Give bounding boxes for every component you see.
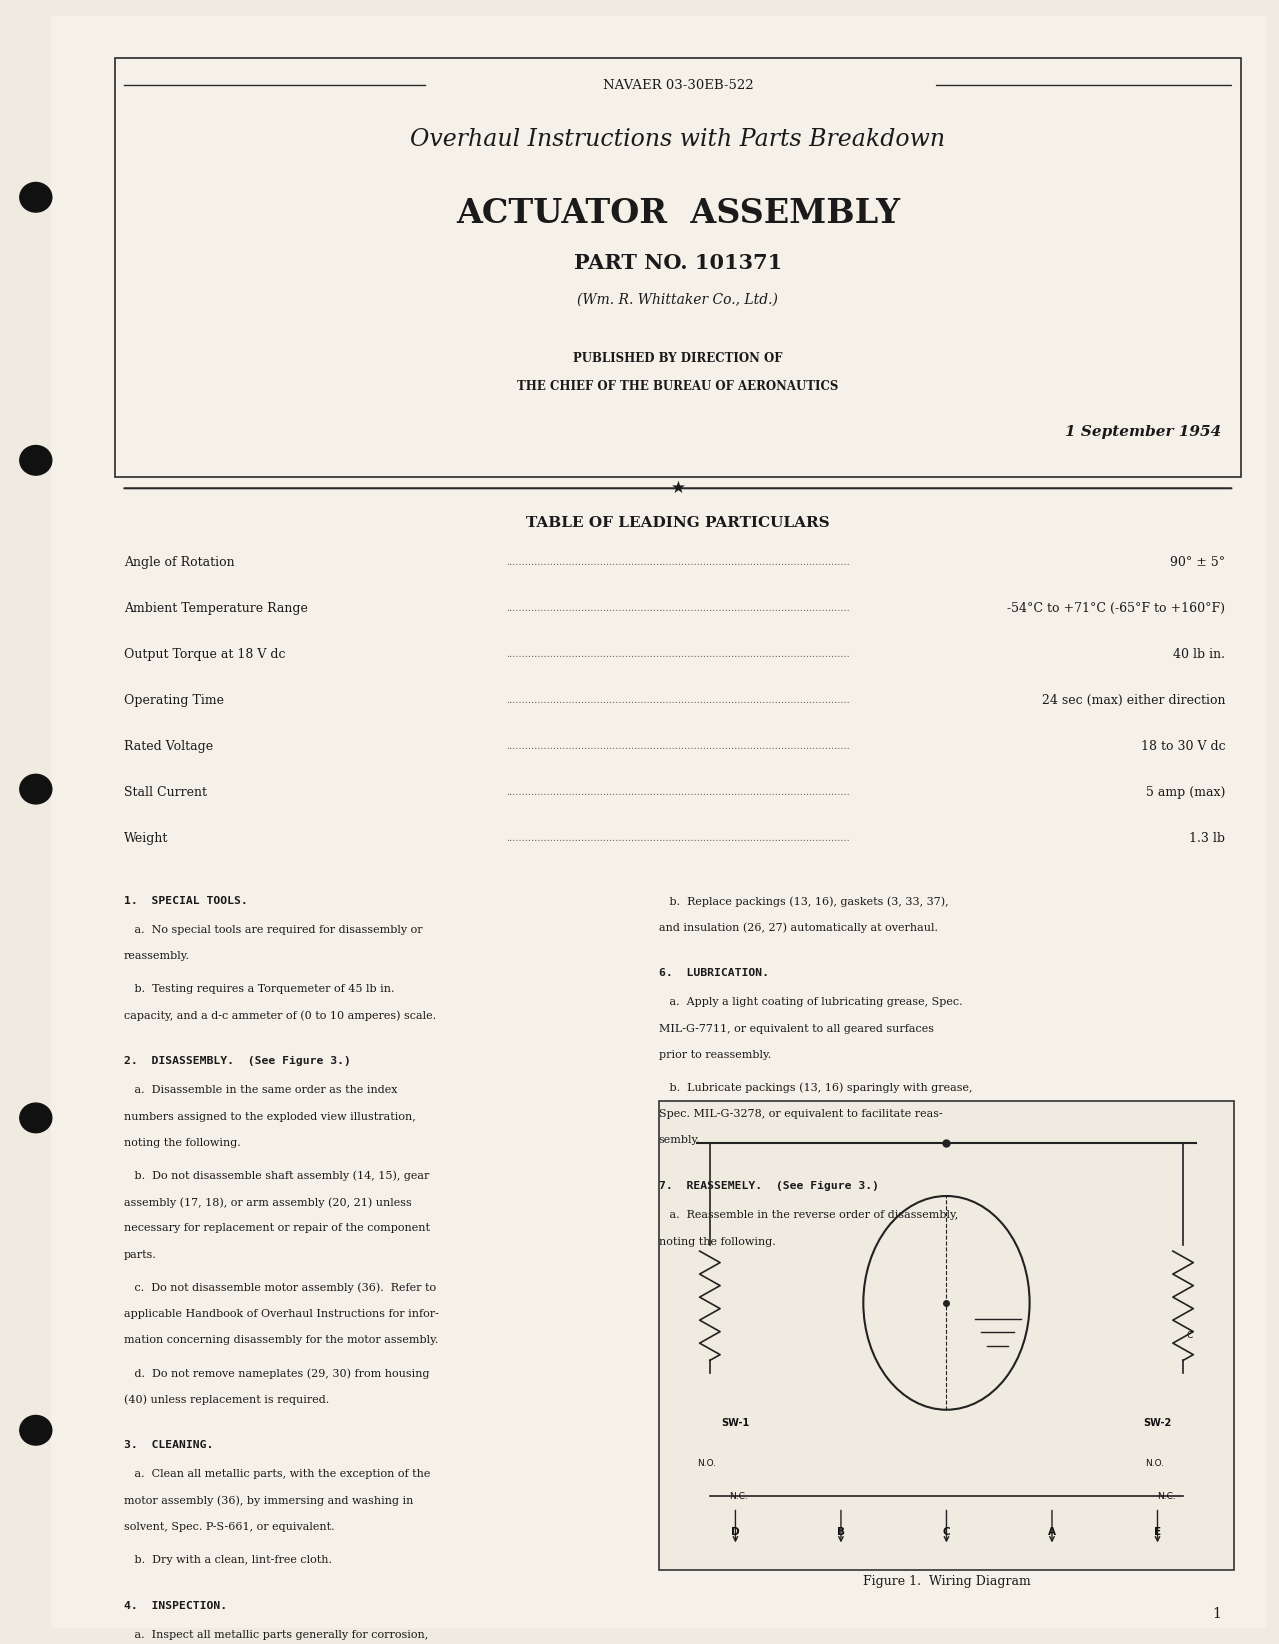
- Text: ................................................................................: ........................................…: [506, 787, 849, 797]
- Text: a.  Apply a light coating of lubricating grease, Spec.: a. Apply a light coating of lubricating …: [659, 998, 962, 1008]
- Text: mation concerning disassembly for the motor assembly.: mation concerning disassembly for the mo…: [124, 1335, 439, 1345]
- Text: Stall Current: Stall Current: [124, 786, 207, 799]
- Text: 40 lb in.: 40 lb in.: [1173, 648, 1225, 661]
- Text: C: C: [943, 1527, 950, 1537]
- Bar: [115, 58, 1241, 477]
- Text: 2.  DISASSEMBLY.  (See Figure 3.): 2. DISASSEMBLY. (See Figure 3.): [124, 1057, 350, 1067]
- Text: 1 September 1954: 1 September 1954: [1065, 426, 1221, 439]
- Text: ................................................................................: ........................................…: [506, 557, 849, 567]
- Text: noting the following.: noting the following.: [659, 1236, 775, 1246]
- Text: Angle of Rotation: Angle of Rotation: [124, 556, 234, 569]
- Text: a.  Clean all metallic parts, with the exception of the: a. Clean all metallic parts, with the ex…: [124, 1470, 431, 1480]
- Text: a.  No special tools are required for disassembly or: a. No special tools are required for dis…: [124, 926, 422, 935]
- Text: ................................................................................: ........................................…: [506, 741, 849, 751]
- Text: SW-2: SW-2: [1143, 1417, 1172, 1429]
- Text: (Wm. R. Whittaker Co., Ltd.): (Wm. R. Whittaker Co., Ltd.): [577, 293, 779, 306]
- Ellipse shape: [20, 1103, 51, 1133]
- Text: necessary for replacement or repair of the component: necessary for replacement or repair of t…: [124, 1223, 430, 1233]
- Text: a.  Inspect all metallic parts generally for corrosion,: a. Inspect all metallic parts generally …: [124, 1629, 428, 1639]
- Text: Overhaul Instructions with Parts Breakdown: Overhaul Instructions with Parts Breakdo…: [411, 128, 945, 151]
- Text: TABLE OF LEADING PARTICULARS: TABLE OF LEADING PARTICULARS: [526, 516, 830, 529]
- Text: capacity, and a d-c ammeter of (0 to 10 amperes) scale.: capacity, and a d-c ammeter of (0 to 10 …: [124, 1011, 436, 1021]
- Text: ................................................................................: ........................................…: [506, 834, 849, 843]
- Text: NAVAER 03-30EB-522: NAVAER 03-30EB-522: [602, 79, 753, 92]
- Text: B: B: [836, 1527, 845, 1537]
- Text: (40) unless replacement is required.: (40) unless replacement is required.: [124, 1394, 329, 1406]
- Ellipse shape: [20, 182, 51, 212]
- Text: sembly.: sembly.: [659, 1136, 701, 1146]
- Text: PART NO. 101371: PART NO. 101371: [574, 253, 781, 273]
- Text: Spec. MIL-G-3278, or equivalent to facilitate reas-: Spec. MIL-G-3278, or equivalent to facil…: [659, 1110, 943, 1120]
- Text: a.  Disassemble in the same order as the index: a. Disassemble in the same order as the …: [124, 1085, 398, 1095]
- Text: 1.3 lb: 1.3 lb: [1189, 832, 1225, 845]
- Text: parts.: parts.: [124, 1249, 157, 1259]
- Text: ACTUATOR  ASSEMBLY: ACTUATOR ASSEMBLY: [455, 197, 900, 230]
- Text: b.  Do not disassemble shaft assembly (14, 15), gear: b. Do not disassemble shaft assembly (14…: [124, 1171, 430, 1182]
- Text: THE CHIEF OF THE BUREAU OF AERONAUTICS: THE CHIEF OF THE BUREAU OF AERONAUTICS: [517, 380, 839, 393]
- Text: 1.  SPECIAL TOOLS.: 1. SPECIAL TOOLS.: [124, 896, 248, 906]
- Text: noting the following.: noting the following.: [124, 1138, 240, 1148]
- Text: b.  Lubricate packings (13, 16) sparingly with grease,: b. Lubricate packings (13, 16) sparingly…: [659, 1083, 972, 1093]
- Text: assembly (17, 18), or arm assembly (20, 21) unless: assembly (17, 18), or arm assembly (20, …: [124, 1197, 412, 1208]
- Text: N.O.: N.O.: [1145, 1460, 1164, 1468]
- Text: solvent, Spec. P-S-661, or equivalent.: solvent, Spec. P-S-661, or equivalent.: [124, 1522, 335, 1532]
- Text: -54°C to +71°C (-65°F to +160°F): -54°C to +71°C (-65°F to +160°F): [1008, 602, 1225, 615]
- Text: d.  Do not remove nameplates (29, 30) from housing: d. Do not remove nameplates (29, 30) fro…: [124, 1368, 430, 1379]
- Ellipse shape: [20, 446, 51, 475]
- Text: a.  Reassemble in the reverse order of disassembly,: a. Reassemble in the reverse order of di…: [659, 1210, 958, 1220]
- FancyBboxPatch shape: [51, 16, 1266, 1628]
- Text: N.C.: N.C.: [1157, 1493, 1177, 1501]
- Ellipse shape: [20, 1415, 51, 1445]
- Text: SW-1: SW-1: [721, 1417, 749, 1429]
- Text: applicable Handbook of Overhaul Instructions for infor-: applicable Handbook of Overhaul Instruct…: [124, 1309, 439, 1318]
- Text: 1: 1: [1212, 1608, 1221, 1621]
- Text: ★: ★: [670, 480, 686, 496]
- Text: A: A: [1048, 1527, 1056, 1537]
- Text: Figure 1.  Wiring Diagram: Figure 1. Wiring Diagram: [862, 1575, 1031, 1588]
- Text: b.  Testing requires a Torquemeter of 45 lb in.: b. Testing requires a Torquemeter of 45 …: [124, 985, 394, 995]
- Text: 24 sec (max) either direction: 24 sec (max) either direction: [1042, 694, 1225, 707]
- Text: numbers assigned to the exploded view illustration,: numbers assigned to the exploded view il…: [124, 1111, 416, 1121]
- Text: b.  Replace packings (13, 16), gaskets (3, 33, 37),: b. Replace packings (13, 16), gaskets (3…: [659, 896, 948, 906]
- Text: N.O.: N.O.: [697, 1460, 716, 1468]
- Text: C: C: [1187, 1332, 1192, 1340]
- Text: motor assembly (36), by immersing and washing in: motor assembly (36), by immersing and wa…: [124, 1496, 413, 1506]
- Text: prior to reassembly.: prior to reassembly.: [659, 1051, 771, 1060]
- Text: Operating Time: Operating Time: [124, 694, 224, 707]
- Text: Rated Voltage: Rated Voltage: [124, 740, 214, 753]
- Text: 3.  CLEANING.: 3. CLEANING.: [124, 1440, 214, 1450]
- Text: 5 amp (max): 5 amp (max): [1146, 786, 1225, 799]
- Text: 4.  INSPECTION.: 4. INSPECTION.: [124, 1601, 228, 1611]
- Text: c.  Do not disassemble motor assembly (36).  Refer to: c. Do not disassemble motor assembly (36…: [124, 1282, 436, 1294]
- Text: 7.  REASSEMELY.  (See Figure 3.): 7. REASSEMELY. (See Figure 3.): [659, 1182, 879, 1192]
- Text: N.C.: N.C.: [729, 1493, 748, 1501]
- Text: 6.  LUBRICATION.: 6. LUBRICATION.: [659, 968, 769, 978]
- Text: Output Torque at 18 V dc: Output Torque at 18 V dc: [124, 648, 285, 661]
- Bar: [659, 1101, 1234, 1570]
- Text: E: E: [1154, 1527, 1161, 1537]
- Text: D: D: [732, 1527, 739, 1537]
- Text: ................................................................................: ........................................…: [506, 649, 849, 659]
- Text: ................................................................................: ........................................…: [506, 695, 849, 705]
- Text: Ambient Temperature Range: Ambient Temperature Range: [124, 602, 308, 615]
- Text: ................................................................................: ........................................…: [506, 603, 849, 613]
- Text: 90° ± 5°: 90° ± 5°: [1170, 556, 1225, 569]
- Text: Weight: Weight: [124, 832, 169, 845]
- Ellipse shape: [20, 774, 51, 804]
- Text: 18 to 30 V dc: 18 to 30 V dc: [1141, 740, 1225, 753]
- Text: PUBLISHED BY DIRECTION OF: PUBLISHED BY DIRECTION OF: [573, 352, 783, 365]
- Text: b.  Dry with a clean, lint-free cloth.: b. Dry with a clean, lint-free cloth.: [124, 1555, 333, 1565]
- Text: and insulation (26, 27) automatically at overhaul.: and insulation (26, 27) automatically at…: [659, 922, 938, 932]
- Text: MIL-G-7711, or equivalent to all geared surfaces: MIL-G-7711, or equivalent to all geared …: [659, 1024, 934, 1034]
- Text: reassembly.: reassembly.: [124, 952, 191, 962]
